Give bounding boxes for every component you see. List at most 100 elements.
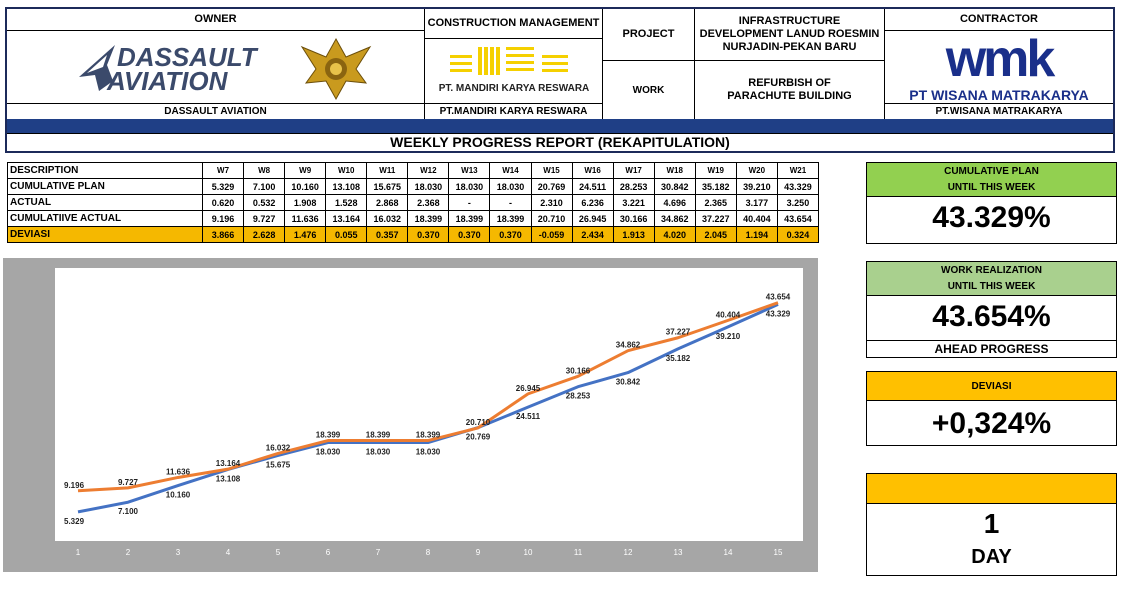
table-cell: 30.842 [653, 178, 696, 195]
actual-data-label: 18.399 [366, 431, 391, 440]
dassault-logo-line2: AVIATION [107, 66, 228, 96]
plan-data-label: 18.030 [416, 448, 441, 457]
plan-data-label: 39.210 [716, 332, 741, 341]
actual-data-label: 34.862 [616, 341, 641, 350]
table-cell: 26.945 [571, 210, 614, 227]
table-cell: 4.020 [653, 226, 696, 243]
cumulative-plan-value: 43.329% [932, 201, 1051, 234]
day-unit: DAY [971, 546, 1012, 568]
table-cell: - [448, 194, 491, 211]
week-header: W18 [653, 162, 696, 179]
week-header: W8 [243, 162, 286, 179]
deviasi-value: +0,324% [931, 407, 1052, 440]
x-tick-label: 11 [574, 548, 583, 557]
x-tick-label: 15 [774, 548, 783, 557]
plan-data-label: 15.675 [266, 460, 291, 469]
table-cell: 13.108 [325, 178, 368, 195]
table-cell: 7.100 [243, 178, 286, 195]
table-cell: 3.866 [201, 226, 245, 243]
table-cell: 3.177 [735, 194, 778, 211]
table-cell: 9.196 [201, 210, 245, 227]
actual-data-label: 9.196 [64, 481, 85, 490]
table-cell: 2.368 [407, 194, 450, 211]
actual-data-label: 11.636 [166, 467, 191, 476]
x-tick-label: 3 [176, 548, 181, 557]
table-cell: 1.913 [612, 226, 655, 243]
table-cell: 1.528 [325, 194, 368, 211]
week-header: W16 [571, 162, 614, 179]
table-cell: 0.370 [407, 226, 450, 243]
actual-data-label: 26.945 [516, 384, 541, 393]
plan-series-line [77, 303, 779, 514]
plan-data-label: 30.842 [616, 378, 641, 387]
x-tick-label: 14 [724, 548, 733, 557]
actual-data-label: 40.404 [716, 310, 741, 319]
table-cell: 18.399 [448, 210, 491, 227]
table-cell: 2.045 [694, 226, 737, 243]
dassault-plane-icon [79, 45, 115, 91]
work-value: REFURBISH OF PARACHUTE BUILDING [695, 61, 885, 119]
table-cell: 18.030 [407, 178, 450, 195]
plan-data-label: 18.030 [316, 448, 341, 457]
table-cell: 2.365 [694, 194, 737, 211]
plan-data-label: 13.108 [216, 474, 241, 483]
table-cell: 40.404 [735, 210, 778, 227]
row-label: CUMULATIIVE ACTUAL [7, 210, 203, 227]
table-cell: 0.357 [366, 226, 409, 243]
x-tick-label: 8 [426, 548, 431, 557]
table-cell: 2.310 [530, 194, 573, 211]
x-tick-label: 1 [76, 548, 81, 557]
actual-data-label: 18.399 [316, 431, 341, 440]
table-cell: 18.399 [489, 210, 532, 227]
deviasi-title: DEVIASI [867, 372, 1116, 401]
week-header: W9 [284, 162, 327, 179]
table-cell: 37.227 [694, 210, 737, 227]
x-tick-label: 2 [126, 548, 131, 557]
cm-label: CONSTRUCTION MANAGEMENT [425, 9, 603, 39]
table-cell: - [489, 194, 532, 211]
actual-data-label: 18.399 [416, 431, 441, 440]
plan-data-label: 43.329 [766, 309, 791, 318]
contractor-label: CONTRACTOR [885, 9, 1113, 31]
cumulative-plan-head: CUMULATIVE PLAN UNTIL THIS WEEK [867, 163, 1116, 197]
mandiri-logo-icon [450, 47, 568, 75]
table-cell: 18.399 [407, 210, 450, 227]
table-cell: 0.532 [243, 194, 286, 211]
table-cell: -0.059 [530, 226, 573, 243]
work-label: WORK [603, 61, 695, 119]
table-cell: 1.194 [735, 226, 778, 243]
report-title: WEEKLY PROGRESS REPORT (REKAPITULATION) [7, 133, 1113, 151]
table-cell: 15.675 [366, 178, 409, 195]
table-cell: 0.370 [489, 226, 532, 243]
actual-data-label: 43.654 [766, 293, 791, 302]
week-header: W13 [448, 162, 491, 179]
table-cell: 1.476 [284, 226, 327, 243]
deviasi-box: DEVIASI +0,324% [866, 371, 1117, 446]
row-label: DEVIASI [7, 226, 203, 243]
table-header-row: DESCRIPTION W7 W8 W9 W10 W11 W12 W13 W14… [7, 162, 820, 179]
table-cell: 20.710 [530, 210, 573, 227]
table-cell: 1.908 [284, 194, 327, 211]
x-tick-label: 13 [674, 548, 683, 557]
table-cell: 18.030 [489, 178, 532, 195]
plan-data-label: 10.160 [166, 491, 191, 500]
table-cell: 39.210 [735, 178, 778, 195]
table-cell: 2.868 [366, 194, 409, 211]
work-realization-box: WORK REALIZATION UNTIL THIS WEEK 43.654%… [866, 261, 1117, 358]
table-cell: 5.329 [201, 178, 245, 195]
owner-name: DASSAULT AVIATION [7, 103, 425, 119]
table-cell: 0.324 [776, 226, 820, 243]
week-header: W14 [489, 162, 532, 179]
plan-data-label: 20.769 [466, 433, 491, 442]
table-cell: 0.370 [448, 226, 491, 243]
table-row: ACTUAL 0.620 0.532 1.908 1.528 2.868 2.368- -2.… [7, 194, 820, 211]
chart-plot-area [55, 268, 803, 541]
contractor-name: PT.WISANA MATRAKARYA [885, 103, 1113, 119]
table-cell: 6.236 [571, 194, 614, 211]
table-row: DEVIASI 3.866 2.628 1.476 0.055 0.357 0.370 0.3… [7, 226, 820, 243]
wmk-logo: wmk [945, 30, 1056, 88]
actual-data-label: 30.166 [566, 366, 591, 375]
table-cell: 11.636 [284, 210, 327, 227]
actual-data-label: 13.164 [216, 459, 241, 468]
week-header: W17 [612, 162, 655, 179]
